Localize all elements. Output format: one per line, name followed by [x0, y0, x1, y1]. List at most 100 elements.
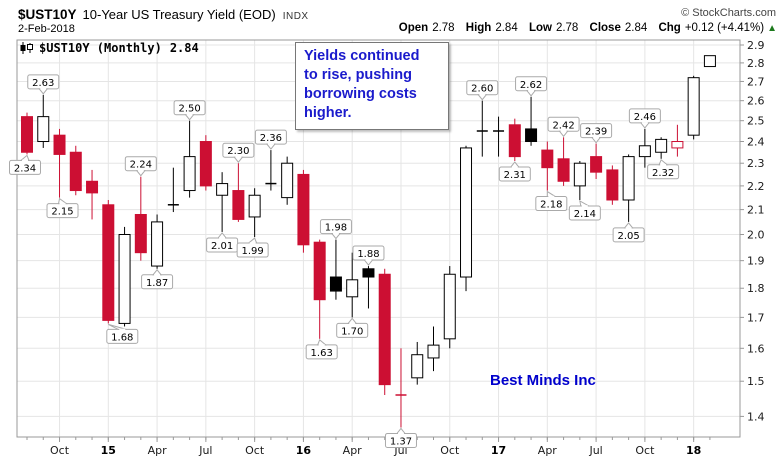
candle: [378, 268, 391, 395]
x-axis-label: Jul: [588, 444, 602, 457]
price-callout: 2.39: [580, 123, 613, 144]
candle: [102, 199, 115, 324]
candle: [687, 75, 700, 140]
x-axis-label: Oct: [50, 444, 70, 457]
price-callout: 2.63: [27, 74, 60, 95]
y-axis-label: 1.7: [747, 311, 765, 324]
candle: [346, 252, 359, 318]
y-axis-label: 1.5: [747, 375, 765, 388]
annotation-line: Yields continued: [304, 48, 420, 64]
candle: [573, 161, 586, 200]
svg-text:1.98: 1.98: [325, 223, 347, 234]
candle: [541, 141, 554, 191]
high-value: 2.84: [495, 22, 518, 34]
svg-text:2.18: 2.18: [540, 200, 562, 211]
price-callout: 2.32: [647, 158, 680, 180]
candle: [655, 137, 668, 159]
candle: [460, 145, 473, 292]
svg-text:2.24: 2.24: [130, 160, 152, 171]
price-callout: 2.50: [173, 100, 206, 121]
x-axis-label: 15: [101, 444, 116, 457]
chg-label: Chg: [658, 22, 681, 34]
candle: [265, 150, 277, 191]
ticker-symbol: $UST10Y: [18, 7, 77, 22]
candle: [329, 239, 342, 300]
close-value: 2.84: [624, 22, 648, 34]
y-axis-label: 2.6: [747, 95, 765, 108]
candle: [69, 145, 82, 196]
svg-text:2.15: 2.15: [51, 207, 73, 218]
close-label: Close: [589, 22, 621, 34]
svg-text:2.30: 2.30: [227, 146, 249, 157]
price-callout: 2.01: [206, 232, 239, 253]
candle: [493, 116, 505, 157]
svg-text:2.50: 2.50: [178, 104, 200, 115]
price-callout: 1.70: [336, 317, 369, 338]
svg-text:1.88: 1.88: [357, 249, 379, 260]
y-axis-label: 1.8: [747, 282, 765, 295]
svg-text:1.63: 1.63: [311, 348, 333, 359]
price-callout: 2.62: [515, 76, 548, 97]
price-callout: 2.15: [46, 197, 79, 219]
y-axis-label: 2.0: [747, 228, 765, 241]
svg-text:2.14: 2.14: [574, 209, 596, 220]
candle: [606, 165, 619, 205]
y-axis-label: 2.5: [747, 115, 765, 128]
svg-text:1.99: 1.99: [242, 246, 264, 257]
candle: [118, 226, 131, 327]
candle: [557, 137, 570, 186]
chart-legend: $UST10Y (Monthly) 2.84: [19, 41, 199, 55]
y-axis-label: 2.2: [747, 180, 765, 193]
open-label: Open: [398, 22, 429, 34]
svg-text:1.87: 1.87: [146, 278, 168, 289]
candle: [183, 120, 196, 198]
stockcharts-copyright: © StockCharts.com: [681, 7, 776, 19]
candle: [216, 172, 229, 232]
y-axis-label: 2.9: [747, 39, 765, 52]
x-axis-label: Oct: [440, 444, 460, 457]
high-label: High: [465, 22, 492, 34]
candle: [21, 112, 33, 155]
candle: [167, 167, 179, 213]
svg-text:2.34: 2.34: [14, 163, 36, 174]
candle: [362, 266, 375, 309]
candle: [232, 163, 245, 222]
price-callout: 2.46: [628, 108, 661, 129]
x-axis-label: 17: [491, 444, 506, 457]
svg-text:1.68: 1.68: [111, 332, 133, 343]
price-callout: 1.98: [319, 219, 352, 240]
price-callout: 2.31: [498, 161, 531, 182]
candle: [638, 128, 651, 168]
price-callout: 2.60: [466, 80, 499, 101]
svg-text:2.36: 2.36: [260, 133, 282, 144]
price-callout: 2.18: [535, 190, 568, 212]
y-axis-label: 2.8: [747, 57, 765, 70]
candle: [313, 239, 326, 339]
candle: [53, 128, 66, 198]
candle: [476, 100, 488, 157]
x-axis-label: Oct: [245, 444, 265, 457]
svg-text:1.37: 1.37: [390, 436, 412, 447]
svg-text:2.42: 2.42: [552, 120, 574, 131]
x-axis-label: Apr: [343, 444, 363, 457]
price-callout: 1.63: [305, 339, 338, 360]
low-value: 2.78: [555, 22, 579, 34]
candle: [443, 266, 456, 349]
candle: [411, 341, 424, 385]
candle: [508, 118, 521, 162]
x-axis-label: Apr: [538, 444, 558, 457]
candle: [703, 55, 716, 68]
candle: [248, 188, 261, 238]
y-axis-label: 1.6: [747, 342, 765, 355]
price-callout: 1.99: [236, 237, 269, 258]
candle: [395, 348, 407, 428]
instrument-title: 10-Year US Treasury Yield (EOD): [82, 7, 276, 22]
price-callout: 1.88: [352, 245, 385, 266]
annotation-line: borrowing costs: [304, 86, 417, 102]
y-axis-label: 1.9: [747, 255, 765, 268]
candle: [134, 176, 147, 261]
svg-text:2.60: 2.60: [471, 84, 493, 95]
svg-text:2.31: 2.31: [504, 170, 526, 181]
candle: [151, 214, 164, 269]
